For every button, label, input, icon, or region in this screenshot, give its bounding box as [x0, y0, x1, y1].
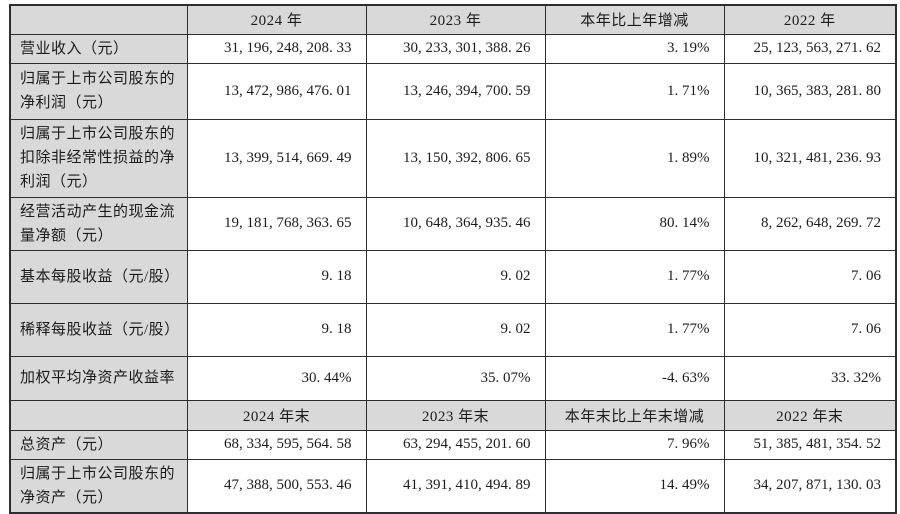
- cell-value-2023: 35. 07%: [365, 355, 546, 401]
- cell-value-yoy: 1. 77%: [544, 302, 725, 357]
- financial-summary-table: 2024 年 2023 年 本年比上年增减 2022 年 营业收入（元） 31,…: [9, 4, 897, 514]
- header-cell-end-2024: 2024 年末: [186, 399, 367, 431]
- cell-value-yoy: 80. 14%: [544, 196, 725, 251]
- cell-value-2022: 10, 365, 383, 281. 80: [723, 62, 897, 120]
- cell-value-2024: 30. 44%: [186, 355, 367, 401]
- cell-value-yoy: 1. 77%: [544, 249, 725, 304]
- cell-value-yoy: 7. 96%: [544, 429, 725, 460]
- row-label: 营业收入（元）: [9, 33, 188, 64]
- row-label: 加权平均净资产收益率: [9, 355, 188, 401]
- header-cell-empty: [9, 4, 188, 35]
- row-label: 经营活动产生的现金流量净额（元）: [9, 196, 188, 251]
- table-row-diluted-eps: 稀释每股收益（元/股） 9. 18 9. 02 1. 77% 7. 06: [9, 302, 897, 357]
- annual-header-row: 2024 年 2023 年 本年比上年增减 2022 年: [9, 4, 897, 35]
- cell-value-2022: 34, 207, 871, 130. 03: [723, 458, 897, 514]
- cell-value-2024: 9. 18: [186, 249, 367, 304]
- cell-value-2022: 10, 321, 481, 236. 93: [723, 118, 897, 198]
- cell-value-2022: 7. 06: [723, 249, 897, 304]
- cell-value-2023: 30, 233, 301, 388. 26: [365, 33, 546, 64]
- table-row-operating-revenue: 营业收入（元） 31, 196, 248, 208. 33 30, 233, 3…: [9, 33, 897, 64]
- header-cell-end-2023: 2023 年末: [365, 399, 546, 431]
- cell-value-yoy: 1. 71%: [544, 62, 725, 120]
- year-end-header-row: 2024 年末 2023 年末 本年末比上年末增减 2022 年末: [9, 399, 897, 431]
- cell-value-yoy: -4. 63%: [544, 355, 725, 401]
- table-row-operating-cash-flow: 经营活动产生的现金流量净额（元） 19, 181, 768, 363. 65 1…: [9, 196, 897, 251]
- cell-value-2022: 8, 262, 648, 269. 72: [723, 196, 897, 251]
- row-label: 归属于上市公司股东的扣除非经常性损益的净利润（元）: [9, 118, 188, 198]
- cell-value-2022: 51, 385, 481, 354. 52: [723, 429, 897, 460]
- cell-value-2024: 9. 18: [186, 302, 367, 357]
- header-cell-yoy-end-change: 本年末比上年末增减: [544, 399, 725, 431]
- header-cell-yoy-change: 本年比上年增减: [544, 4, 725, 35]
- cell-value-2024: 13, 472, 986, 476. 01: [186, 62, 367, 120]
- cell-value-2023: 41, 391, 410, 494. 89: [365, 458, 546, 514]
- table-row-basic-eps: 基本每股收益（元/股） 9. 18 9. 02 1. 77% 7. 06: [9, 249, 897, 304]
- header-cell-year-2023: 2023 年: [365, 4, 546, 35]
- cell-value-2022: 7. 06: [723, 302, 897, 357]
- header-cell-empty: [9, 399, 188, 431]
- cell-value-2023: 63, 294, 455, 201. 60: [365, 429, 546, 460]
- row-label: 稀释每股收益（元/股）: [9, 302, 188, 357]
- cell-value-2023: 13, 246, 394, 700. 59: [365, 62, 546, 120]
- cell-value-2024: 13, 399, 514, 669. 49: [186, 118, 367, 198]
- table-row-net-profit: 归属于上市公司股东的净利润（元） 13, 472, 986, 476. 01 1…: [9, 62, 897, 120]
- table-row-total-assets: 总资产（元） 68, 334, 595, 564. 58 63, 294, 45…: [9, 429, 897, 460]
- cell-value-2024: 47, 388, 500, 553. 46: [186, 458, 367, 514]
- cell-value-2024: 68, 334, 595, 564. 58: [186, 429, 367, 460]
- cell-value-2023: 13, 150, 392, 806. 65: [365, 118, 546, 198]
- row-label: 归属于上市公司股东的净利润（元）: [9, 62, 188, 120]
- cell-value-yoy: 1. 89%: [544, 118, 725, 198]
- row-label: 总资产（元）: [9, 429, 188, 460]
- cell-value-2024: 19, 181, 768, 363. 65: [186, 196, 367, 251]
- table-row-net-assets: 归属于上市公司股东的净资产（元） 47, 388, 500, 553. 46 4…: [9, 458, 897, 514]
- cell-value-2023: 10, 648, 364, 935. 46: [365, 196, 546, 251]
- cell-value-yoy: 14. 49%: [544, 458, 725, 514]
- cell-value-2023: 9. 02: [365, 249, 546, 304]
- cell-value-2022: 33. 32%: [723, 355, 897, 401]
- cell-value-2024: 31, 196, 248, 208. 33: [186, 33, 367, 64]
- header-cell-end-2022: 2022 年末: [723, 399, 897, 431]
- table-row-weighted-avg-roe: 加权平均净资产收益率 30. 44% 35. 07% -4. 63% 33. 3…: [9, 355, 897, 401]
- row-label: 基本每股收益（元/股）: [9, 249, 188, 304]
- header-cell-year-2024: 2024 年: [186, 4, 367, 35]
- cell-value-yoy: 3. 19%: [544, 33, 725, 64]
- cell-value-2023: 9. 02: [365, 302, 546, 357]
- header-cell-year-2022: 2022 年: [723, 4, 897, 35]
- table-row-net-profit-excl-nonrecurring: 归属于上市公司股东的扣除非经常性损益的净利润（元） 13, 399, 514, …: [9, 118, 897, 198]
- row-label: 归属于上市公司股东的净资产（元）: [9, 458, 188, 514]
- cell-value-2022: 25, 123, 563, 271. 62: [723, 33, 897, 64]
